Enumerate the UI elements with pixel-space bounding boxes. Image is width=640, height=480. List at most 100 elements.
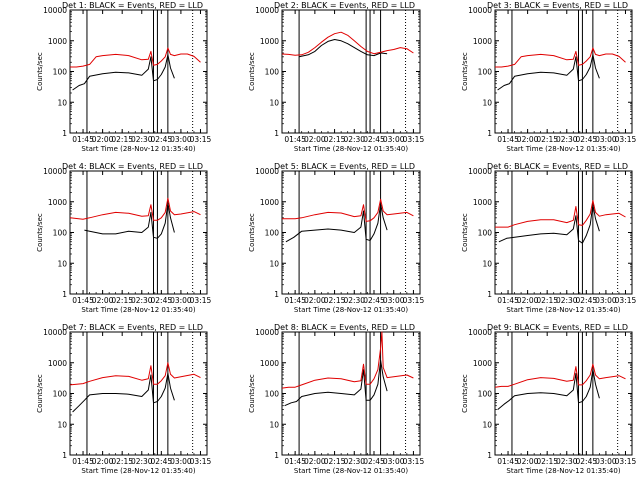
series-lld-line (282, 198, 414, 222)
series-lld-line (281, 31, 414, 56)
y-tick-label: 1000 (48, 198, 67, 207)
x-tick-label: 03:15 (615, 457, 637, 466)
x-tick-label: 01:45 (284, 135, 306, 144)
y-tick-label: 10000 (43, 6, 67, 15)
y-axis-label: Counts/sec (36, 52, 44, 91)
y-tick-label: 10000 (468, 328, 492, 337)
x-tick-label: 03:15 (403, 135, 425, 144)
x-tick-label: 02:45 (576, 296, 598, 305)
series-lld-line (495, 47, 626, 68)
x-tick-label: 02:00 (304, 296, 326, 305)
detector-panel-6: Det 6: BLACK = Events, RED = LLD 1 10 100 10… (461, 162, 637, 314)
plot-frame (281, 170, 421, 295)
x-tick-label: 02:15 (111, 296, 133, 305)
x-tick-label: 02:45 (576, 135, 598, 144)
y-tick-label: 10000 (468, 167, 492, 176)
y-tick-label: 1 (62, 129, 67, 138)
y-axis-label: Counts/sec (36, 213, 44, 252)
y-tick-label: 10000 (255, 167, 279, 176)
x-tick-label: 02:15 (536, 457, 558, 466)
y-tick-label: 1000 (260, 198, 279, 207)
x-tick-label: 02:45 (363, 457, 385, 466)
x-tick-label: 02:15 (111, 457, 133, 466)
x-tick-label: 01:45 (497, 135, 519, 144)
x-tick-label: 02:30 (131, 135, 153, 144)
x-tick-label: 03:15 (403, 296, 425, 305)
x-tick-label: 02:00 (92, 296, 114, 305)
x-tick-label: 03:00 (383, 296, 405, 305)
x-axis-label: Start Time (28-Nov-12 01:35:40) (294, 306, 408, 314)
plot-frame (281, 9, 421, 134)
series-lld-line (70, 47, 201, 68)
x-tick-label: 03:15 (615, 296, 637, 305)
x-tick-label: 03:15 (190, 296, 212, 305)
plot-frame (494, 9, 633, 134)
series-events-line (72, 372, 175, 413)
x-tick-label: 02:30 (343, 135, 365, 144)
y-tick-label: 1 (62, 451, 67, 460)
y-tick-label: 100 (53, 229, 68, 238)
y-tick-label: 100 (53, 68, 68, 77)
y-axis-label: Counts/sec (248, 374, 256, 413)
y-tick-label: 10 (269, 98, 279, 107)
detector-panel-3: Det 3: BLACK = Events, RED = LLD 1 10 100 10… (461, 1, 637, 153)
x-tick-label: 02:00 (304, 457, 326, 466)
detector-panel-7: Det 7: BLACK = Events, RED = LLD 1 10 100 10… (36, 323, 212, 475)
y-tick-label: 10 (57, 420, 67, 429)
y-tick-label: 1 (274, 129, 279, 138)
y-tick-label: 1000 (473, 359, 492, 368)
y-tick-label: 1000 (48, 37, 67, 46)
x-tick-label: 03:00 (170, 135, 192, 144)
x-tick-label: 02:30 (556, 296, 578, 305)
y-tick-label: 100 (265, 68, 280, 77)
x-axis-label: Start Time (28-Nov-12 01:35:40) (294, 467, 408, 475)
plot-frame (69, 331, 208, 456)
x-tick-label: 03:15 (190, 457, 212, 466)
detector-panel-4: Det 4: BLACK = Events, RED = LLD 1 10 100 10… (36, 162, 212, 314)
x-tick-label: 01:45 (284, 296, 306, 305)
x-tick-label: 02:15 (324, 135, 346, 144)
y-tick-label: 1 (487, 451, 492, 460)
x-tick-label: 02:00 (517, 457, 539, 466)
panel-title: Det 2: BLACK = Events, RED = LLD (274, 1, 415, 10)
y-tick-label: 1 (62, 290, 67, 299)
y-tick-label: 10000 (43, 167, 67, 176)
detector-panel-5: Det 5: BLACK = Events, RED = LLD 1 10 100 10… (248, 162, 424, 314)
panel-title: Det 9: BLACK = Events, RED = LLD (487, 323, 628, 332)
x-tick-label: 02:45 (576, 457, 598, 466)
y-tick-label: 10000 (255, 6, 279, 15)
x-axis-label: Start Time (28-Nov-12 01:35:40) (294, 145, 408, 153)
x-tick-label: 02:00 (92, 135, 114, 144)
x-tick-label: 03:00 (595, 135, 617, 144)
panel-title: Det 8: BLACK = Events, RED = LLD (274, 323, 415, 332)
x-tick-label: 02:00 (304, 135, 326, 144)
x-tick-label: 02:45 (363, 135, 385, 144)
y-tick-label: 1000 (473, 37, 492, 46)
y-axis-label: Counts/sec (36, 374, 44, 413)
y-tick-label: 1000 (260, 37, 279, 46)
y-tick-label: 1 (274, 451, 279, 460)
y-axis-label: Counts/sec (248, 52, 256, 91)
x-axis-label: Start Time (28-Nov-12 01:35:40) (81, 306, 195, 314)
x-tick-label: 03:00 (383, 457, 405, 466)
panel-title: Det 5: BLACK = Events, RED = LLD (274, 162, 415, 171)
detector-panel-1: Det 1: BLACK = Events, RED = LLD 1 10 100 10… (36, 1, 212, 153)
y-tick-label: 10000 (468, 6, 492, 15)
series-lld-line (495, 200, 626, 228)
y-tick-label: 1 (487, 290, 492, 299)
x-tick-label: 02:00 (517, 135, 539, 144)
x-tick-label: 02:45 (151, 457, 173, 466)
x-tick-label: 02:30 (556, 457, 578, 466)
x-axis-label: Start Time (28-Nov-12 01:35:40) (506, 467, 620, 475)
x-tick-label: 02:30 (343, 457, 365, 466)
detector-panel-9: Det 9: BLACK = Events, RED = LLD 1 10 100 10… (461, 323, 637, 475)
y-tick-label: 10 (269, 420, 279, 429)
series-events-line (498, 204, 600, 244)
x-tick-label: 02:15 (324, 296, 346, 305)
panel-title: Det 6: BLACK = Events, RED = LLD (487, 162, 628, 171)
x-tick-label: 01:45 (72, 457, 94, 466)
y-tick-label: 100 (478, 390, 493, 399)
y-tick-label: 10000 (255, 328, 279, 337)
x-tick-label: 02:00 (92, 457, 114, 466)
